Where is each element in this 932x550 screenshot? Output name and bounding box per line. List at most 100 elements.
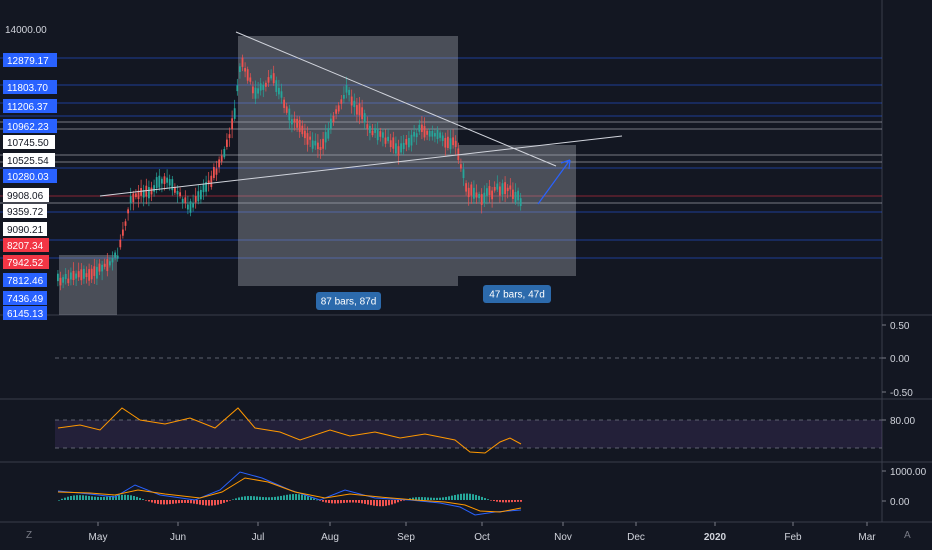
macd-histogram-bar bbox=[169, 500, 171, 505]
time-axis-label: Feb bbox=[784, 532, 802, 543]
macd-histogram-bar bbox=[127, 494, 129, 500]
price-tag[interactable] bbox=[3, 255, 49, 269]
candle-body bbox=[350, 96, 353, 106]
candle-body bbox=[418, 124, 421, 132]
macd-histogram-bar bbox=[316, 499, 318, 501]
candle-body bbox=[324, 132, 327, 143]
auto-scale-a-button[interactable]: A bbox=[904, 530, 911, 541]
price-tag[interactable] bbox=[3, 188, 49, 202]
candle-body bbox=[145, 185, 148, 197]
macd-histogram-bar bbox=[259, 496, 261, 500]
macd-histogram-bar bbox=[415, 497, 417, 500]
candle-body bbox=[467, 187, 470, 198]
macd-histogram-bar bbox=[97, 496, 99, 500]
candle-body bbox=[317, 142, 319, 150]
macd-histogram-bar bbox=[436, 497, 438, 500]
range-badge[interactable] bbox=[483, 285, 551, 303]
oscillator-panel[interactable]: 0.50 0.00 -0.50 bbox=[55, 321, 913, 399]
price-tag[interactable] bbox=[3, 204, 47, 218]
macd-histogram-bar bbox=[385, 500, 387, 506]
macd-line bbox=[57, 471, 522, 516]
macd-histogram-bar bbox=[283, 495, 285, 500]
time-axis[interactable]: May Jun Jul Aug Sep Oct Nov Dec 2020 Feb Mar bbox=[89, 522, 877, 543]
price-tag[interactable] bbox=[3, 135, 55, 149]
candle-body bbox=[363, 113, 366, 123]
macd-histogram-bar bbox=[214, 500, 216, 506]
macd-histogram-bar bbox=[460, 493, 462, 500]
price-tag[interactable] bbox=[3, 119, 57, 133]
price-tag[interactable] bbox=[3, 306, 47, 320]
price-tag[interactable] bbox=[3, 153, 55, 167]
candle-body bbox=[519, 198, 522, 207]
candle-body bbox=[447, 136, 449, 148]
projection-arrow-line[interactable] bbox=[537, 159, 571, 205]
macd-histogram-bar bbox=[118, 495, 120, 500]
price-tag[interactable] bbox=[3, 169, 57, 183]
candle-body bbox=[330, 118, 332, 129]
macd-histogram-bar bbox=[166, 500, 168, 505]
rsi-line bbox=[57, 407, 522, 454]
macd-histogram-bar bbox=[151, 500, 153, 503]
macd-histogram-bar bbox=[397, 500, 399, 503]
candle-body bbox=[348, 89, 350, 96]
candle-body bbox=[475, 192, 478, 198]
candle-body bbox=[254, 87, 257, 99]
macd-histogram-bar bbox=[445, 496, 447, 500]
price-tag[interactable] bbox=[3, 291, 47, 305]
time-axis-label: Jul bbox=[252, 532, 265, 543]
macd-histogram-bar bbox=[73, 495, 75, 500]
candle-body bbox=[278, 87, 280, 95]
candle-body bbox=[176, 190, 179, 195]
price-tag[interactable] bbox=[3, 99, 57, 113]
candle-body bbox=[488, 186, 491, 196]
candle-body bbox=[288, 108, 291, 121]
candle-body bbox=[103, 263, 106, 267]
macd-panel[interactable]: 1000.00 0.00 bbox=[57, 467, 927, 516]
candle-body bbox=[361, 107, 363, 120]
candle-body bbox=[369, 125, 371, 134]
macd-histogram-bar bbox=[229, 500, 231, 501]
candle-body bbox=[228, 134, 231, 138]
price-tag[interactable] bbox=[3, 273, 47, 287]
candle-body bbox=[163, 176, 166, 184]
candle-body bbox=[194, 196, 197, 203]
date-range-box[interactable] bbox=[238, 36, 458, 286]
macd-histogram-bar bbox=[160, 500, 162, 505]
candle-body bbox=[116, 255, 119, 259]
macd-histogram-bar bbox=[178, 500, 180, 504]
macd-histogram-bar bbox=[469, 493, 471, 500]
candle-body bbox=[57, 273, 59, 282]
date-range-box[interactable] bbox=[59, 255, 117, 315]
date-range-box[interactable] bbox=[458, 145, 576, 276]
candle-body bbox=[283, 99, 285, 108]
macd-histogram-bar bbox=[442, 497, 444, 500]
price-tag[interactable] bbox=[3, 53, 57, 67]
price-tag[interactable] bbox=[3, 222, 47, 236]
candle-body bbox=[444, 138, 447, 148]
timezone-z-label[interactable]: Z bbox=[26, 530, 33, 541]
macd-histogram-bar bbox=[145, 500, 147, 501]
macd-histogram-bar bbox=[424, 497, 426, 500]
candle-body bbox=[480, 194, 483, 205]
price-tag[interactable] bbox=[3, 80, 57, 94]
descending-trendline[interactable] bbox=[235, 31, 557, 167]
macd-histogram-bar bbox=[85, 495, 87, 500]
candle-body bbox=[493, 186, 496, 191]
time-axis-label: May bbox=[89, 532, 108, 543]
candle-body bbox=[257, 88, 259, 94]
macd-histogram-bar bbox=[511, 500, 513, 503]
range-badge[interactable] bbox=[316, 292, 381, 310]
macd-histogram-bar bbox=[292, 494, 294, 500]
candle-body bbox=[374, 128, 376, 133]
macd-histogram-bar bbox=[241, 496, 243, 500]
price-tag[interactable] bbox=[3, 238, 49, 252]
price-tag-label: 10962.23 bbox=[7, 122, 49, 133]
price-panel[interactable]: 87 bars, 87d 47 bars, 47d 14000.00 12879.17… bbox=[0, 25, 882, 320]
candle-body bbox=[83, 268, 85, 279]
macd-histogram-bar bbox=[175, 500, 177, 504]
candle-body bbox=[285, 106, 288, 113]
macd-histogram-bar bbox=[334, 500, 336, 504]
rsi-panel[interactable]: 80.00 bbox=[55, 407, 915, 454]
ascending-trendline[interactable] bbox=[99, 135, 623, 197]
